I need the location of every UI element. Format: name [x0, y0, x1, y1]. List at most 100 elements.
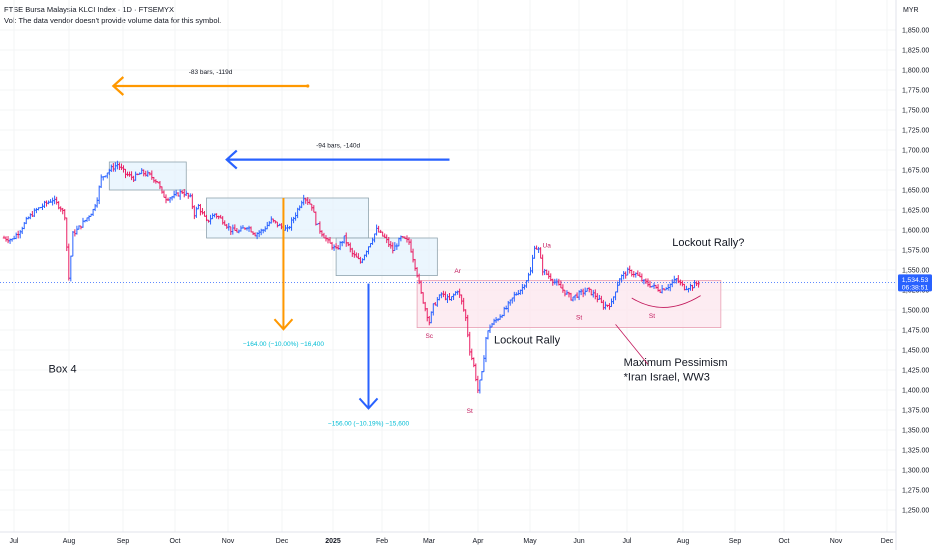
- ohlc-bar: [71, 231, 75, 257]
- y-tick-label: 1,625.00: [902, 208, 929, 215]
- arrow-label: -83 bars, -119d: [189, 69, 233, 76]
- x-tick-label: Oct: [779, 538, 790, 545]
- ohlc-bar: [162, 190, 166, 198]
- ohlc-bar: [166, 197, 170, 201]
- x-tick-label: Apr: [473, 538, 485, 545]
- x-tick-label: Dec: [881, 538, 894, 545]
- ohlc-bar: [622, 271, 625, 280]
- y-tick-label: 1,375.00: [902, 408, 929, 415]
- volume-note: Vol: The data vendor doesn't provide vol…: [4, 16, 222, 25]
- x-tick-label: Mar: [423, 538, 436, 545]
- y-tick-label: 1,250.00: [902, 508, 929, 515]
- wyckoff-label: St: [467, 408, 473, 415]
- y-tick-label: 1,800.00: [902, 68, 929, 75]
- pointer-line: [615, 324, 649, 365]
- y-tick-label: 1,425.00: [902, 368, 929, 375]
- wyckoff-label: Ua: [543, 243, 552, 250]
- range-box: [335, 237, 438, 276]
- ohlc-bar: [97, 185, 101, 205]
- arrow-label: -94 bars, -140d: [316, 143, 360, 150]
- ohlc-bar: [55, 196, 58, 205]
- ohlc-bar: [178, 189, 182, 200]
- ohlc-bar: [65, 217, 68, 252]
- ohlc-bar: [201, 208, 204, 215]
- x-tick-label: Sep: [729, 538, 742, 545]
- measure-arrow: -83 bars, -119d: [111, 69, 310, 96]
- measure-arrow: −164.00 (−10.00%) −16,400: [243, 198, 324, 348]
- measure-arrow: -94 bars, -140d: [225, 143, 450, 170]
- x-tick-label: Dec: [276, 538, 289, 545]
- price-badge-bg: [898, 274, 932, 292]
- ohlc-bar: [35, 207, 38, 214]
- ohlc-bar: [474, 363, 478, 382]
- ohlc-bar: [181, 190, 184, 194]
- x-tick-label: Oct: [170, 538, 181, 545]
- annotation-text: Lockout Rally?: [672, 237, 744, 249]
- ohlc-bar: [533, 245, 536, 259]
- y-tick-label: 1,500.00: [902, 308, 929, 315]
- y-tick-label: 1,725.00: [902, 128, 929, 135]
- ohlc-bar: [53, 195, 56, 205]
- y-tick-label: 1,300.00: [902, 468, 929, 475]
- ohlc-bar: [697, 280, 700, 288]
- ohlc-bar: [69, 255, 73, 282]
- x-tick-label: Jul: [623, 538, 632, 545]
- chart-title: FTSE Bursa Malaysia KLCI Index · 1D · FT…: [4, 5, 175, 14]
- y-tick-label: 1,450.00: [902, 348, 929, 355]
- ohlc-bars: [2, 160, 700, 394]
- ohlc-bar: [14, 232, 18, 240]
- x-tick-label: May: [523, 538, 537, 545]
- ohlc-bar: [197, 203, 200, 210]
- price-axis[interactable]: 1,850.00 1,825.00 1,800.00 1,775.00 1,750.00…: [902, 28, 929, 515]
- ohlc-bar: [67, 243, 70, 281]
- x-tick-label: Sep: [117, 538, 130, 545]
- annotations: Box 4 Lockout Rally Lockout Rally? Maximum …: [49, 237, 745, 415]
- y-tick-label: 1,350.00: [902, 428, 929, 435]
- ohlc-bar: [486, 330, 490, 340]
- time-axis[interactable]: Jul Aug Sep Oct Nov Dec 2025 Feb Mar Apr May Jun Jul…: [10, 538, 894, 545]
- y-tick-label: 1,850.00: [902, 28, 929, 35]
- ohlc-bar: [164, 194, 168, 204]
- grid: [0, 0, 896, 532]
- y-tick-label: 1,650.00: [902, 188, 929, 195]
- arrow-measure-label: −156.00 (−10.19%) −15,600: [328, 420, 410, 427]
- annotation-text: *Iran Israel, WW3: [624, 371, 710, 383]
- ohlc-bar: [100, 174, 103, 188]
- y-tick-label: 1,550.00: [902, 268, 929, 275]
- x-tick-label: 2025: [325, 538, 341, 545]
- price-badge-countdown: 06:38:51: [902, 284, 929, 291]
- annotation-text: Lockout Rally: [494, 335, 561, 347]
- ohlc-bar: [480, 371, 484, 381]
- ohlc-bar: [29, 213, 32, 220]
- annotation-text: Maximum Pessimism: [624, 357, 728, 369]
- x-tick-label: Jun: [573, 538, 584, 545]
- ohlc-bar: [478, 379, 482, 394]
- currency-label: MYR: [903, 7, 919, 14]
- y-tick-label: 1,275.00: [902, 488, 929, 495]
- ohlc-bar: [25, 216, 28, 225]
- x-tick-label: Nov: [830, 538, 843, 545]
- ohlc-bar: [531, 254, 534, 274]
- y-tick-label: 1,700.00: [902, 148, 929, 155]
- range-boxes: [108, 161, 722, 328]
- ohlc-bar: [193, 205, 196, 220]
- y-tick-label: 1,675.00: [902, 168, 929, 175]
- wyckoff-label: St: [649, 313, 655, 320]
- x-tick-label: Jul: [10, 538, 19, 545]
- ohlc-bar: [95, 197, 99, 208]
- y-tick-label: 1,325.00: [902, 448, 929, 455]
- y-tick-label: 1,750.00: [902, 108, 929, 115]
- ohlc-bar: [63, 209, 66, 221]
- ohlc-bar: [81, 217, 85, 228]
- ohlc-bar: [630, 269, 633, 277]
- x-tick-label: Nov: [222, 538, 235, 545]
- x-tick-label: Feb: [376, 538, 388, 545]
- wyckoff-label: St: [576, 315, 582, 322]
- ohlc-bar: [61, 207, 64, 215]
- ohlc-bar: [106, 172, 109, 179]
- y-tick-label: 1,600.00: [902, 228, 929, 235]
- ohlc-bar: [6, 236, 10, 244]
- y-tick-label: 1,475.00: [902, 328, 929, 335]
